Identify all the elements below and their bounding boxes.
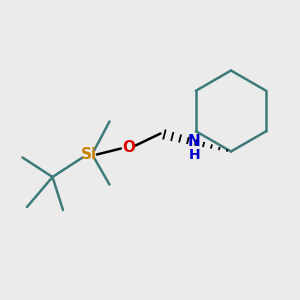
Text: H: H (189, 148, 200, 162)
Text: O: O (122, 140, 136, 154)
Text: Si: Si (80, 147, 97, 162)
Text: N: N (188, 134, 201, 148)
